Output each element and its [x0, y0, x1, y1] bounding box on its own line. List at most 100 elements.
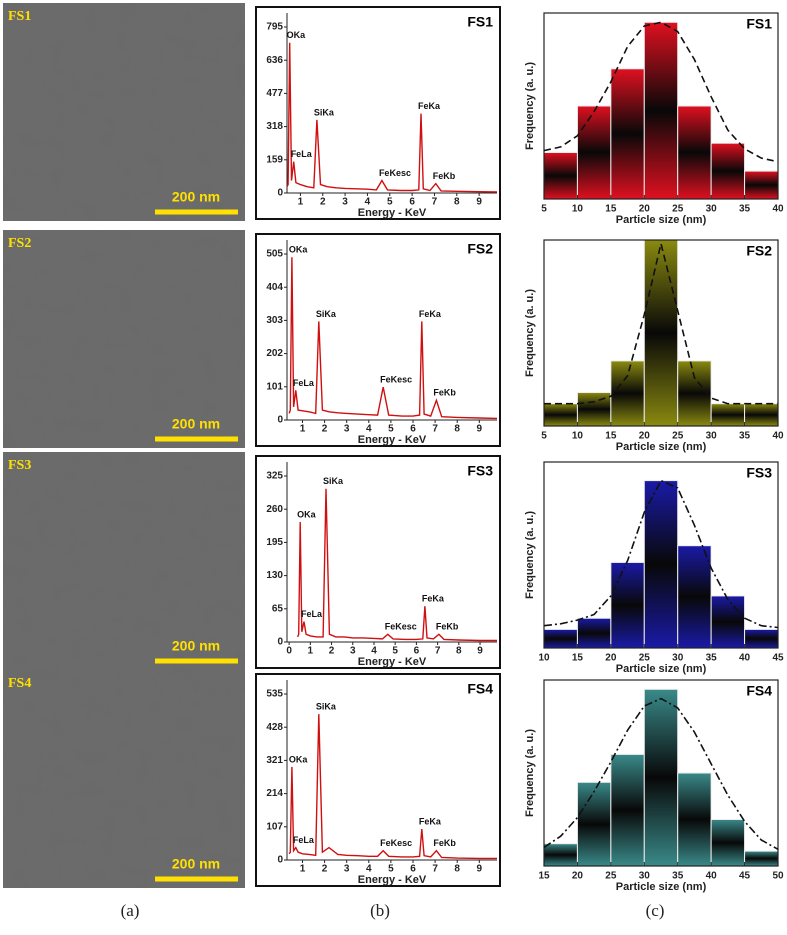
spectrum-line: [288, 714, 497, 860]
bar: [677, 772, 712, 867]
x-tick-label: 40: [772, 431, 784, 442]
plot-frame: [543, 679, 779, 867]
bar: [576, 781, 612, 867]
x-tick-label: 8: [456, 646, 462, 657]
x-tick-label: 6: [409, 197, 415, 208]
bar: [710, 819, 746, 867]
y-tick-label: 260: [266, 504, 283, 515]
bar: [576, 105, 612, 200]
x-tick-label: 20: [639, 431, 651, 442]
fit-curve: [543, 21, 779, 163]
peak-label: FeKesc: [380, 375, 412, 385]
y-tick-label: 404: [266, 282, 283, 293]
x-tick-label: 1: [298, 197, 304, 208]
sem-label: FS2: [8, 236, 31, 251]
chart-title: FS2: [746, 243, 772, 259]
y-tick-label: 303: [266, 315, 283, 326]
peak-label: FeKb: [436, 622, 459, 632]
peak-label: FeKa: [422, 594, 445, 604]
x-tick-label: 45: [739, 871, 751, 882]
sem-image: [3, 452, 245, 670]
bar: [543, 152, 578, 200]
sem-image: [3, 3, 245, 221]
x-tick-label: 25: [672, 431, 684, 442]
x-tick-label: 40: [706, 871, 718, 882]
y-tick-label: 195: [266, 537, 283, 548]
spectrum-line: [286, 42, 498, 193]
bar: [610, 561, 645, 649]
x-tick-label: 2: [320, 197, 326, 208]
bar: [576, 392, 612, 427]
x-tick-label: 7: [435, 646, 441, 657]
peak-label: FeLa: [291, 149, 313, 159]
scale-bar-label: 200 nm: [172, 189, 220, 205]
x-axis-label: Energy - KeV: [358, 656, 427, 668]
plot-frame: [543, 461, 779, 649]
x-tick-label: 9: [477, 864, 483, 875]
bar: [744, 403, 779, 427]
x-tick-label: 6: [414, 646, 420, 657]
x-tick-label: 30: [639, 871, 651, 882]
x-tick-label: 8: [454, 197, 460, 208]
chart-title: FS1: [467, 14, 493, 30]
bar: [677, 105, 712, 200]
bar: [643, 21, 679, 200]
chart-title: FS2: [467, 241, 493, 257]
peak-label: FeKesc: [385, 622, 417, 632]
bar: [710, 142, 746, 200]
x-tick-label: 40: [772, 204, 784, 215]
y-tick-label: 325: [266, 471, 283, 482]
y-tick-label: 130: [266, 570, 283, 581]
x-tick-label: 5: [388, 424, 394, 435]
peak-label: FeKa: [418, 101, 441, 111]
x-tick-label: 7: [432, 197, 438, 208]
fit-curve: [543, 479, 779, 629]
peak-label: OKa: [289, 245, 309, 255]
bar: [610, 753, 645, 867]
y-tick-label: 107: [266, 821, 283, 832]
x-tick-label: 10: [538, 653, 550, 664]
bar: [710, 403, 746, 427]
bar: [576, 617, 612, 649]
x-tick-label: 20: [572, 871, 584, 882]
x-tick-label: 5: [541, 431, 547, 442]
x-tick-label: 5: [388, 864, 394, 875]
x-tick-label: 30: [706, 431, 718, 442]
peak-label: FeKesc: [380, 838, 412, 848]
y-tick-label: 636: [266, 55, 283, 66]
peak-label: SiKa: [316, 702, 337, 712]
bar: [677, 360, 712, 427]
chart-title: FS4: [746, 683, 772, 699]
x-tick-label: 20: [639, 204, 651, 215]
x-tick-label: 25: [672, 204, 684, 215]
x-tick-label: 30: [672, 653, 684, 664]
x-tick-label: 6: [410, 864, 416, 875]
x-tick-label: 4: [371, 646, 377, 657]
x-tick-label: 3: [350, 646, 356, 657]
x-tick-label: 8: [454, 864, 460, 875]
panel-label: (c): [646, 901, 665, 920]
bar: [643, 239, 679, 427]
spectrum-line: [288, 257, 498, 420]
y-axis-label: Frequency (a. u.): [524, 729, 536, 817]
scale-bar-label: 200 nm: [172, 416, 220, 432]
bar: [643, 688, 679, 867]
y-tick-label: 795: [266, 22, 283, 33]
bar: [677, 545, 712, 649]
peak-label: SiKa: [323, 476, 344, 486]
x-tick-label: 4: [365, 197, 371, 208]
y-tick-label: 202: [266, 348, 283, 359]
x-tick-label: 15: [605, 204, 617, 215]
x-tick-label: 8: [454, 424, 460, 435]
x-tick-label: 4: [366, 864, 372, 875]
y-tick-label: 0: [277, 188, 283, 199]
panel-label: (a): [121, 901, 140, 920]
bar: [744, 170, 779, 200]
chart-title: FS3: [467, 463, 493, 479]
x-axis-label: Particle size (nm): [616, 441, 707, 453]
y-tick-label: 318: [266, 121, 283, 132]
peak-label: OKa: [289, 754, 309, 764]
bar: [744, 628, 779, 649]
panel-frame: [255, 6, 501, 220]
x-tick-label: 3: [344, 424, 350, 435]
